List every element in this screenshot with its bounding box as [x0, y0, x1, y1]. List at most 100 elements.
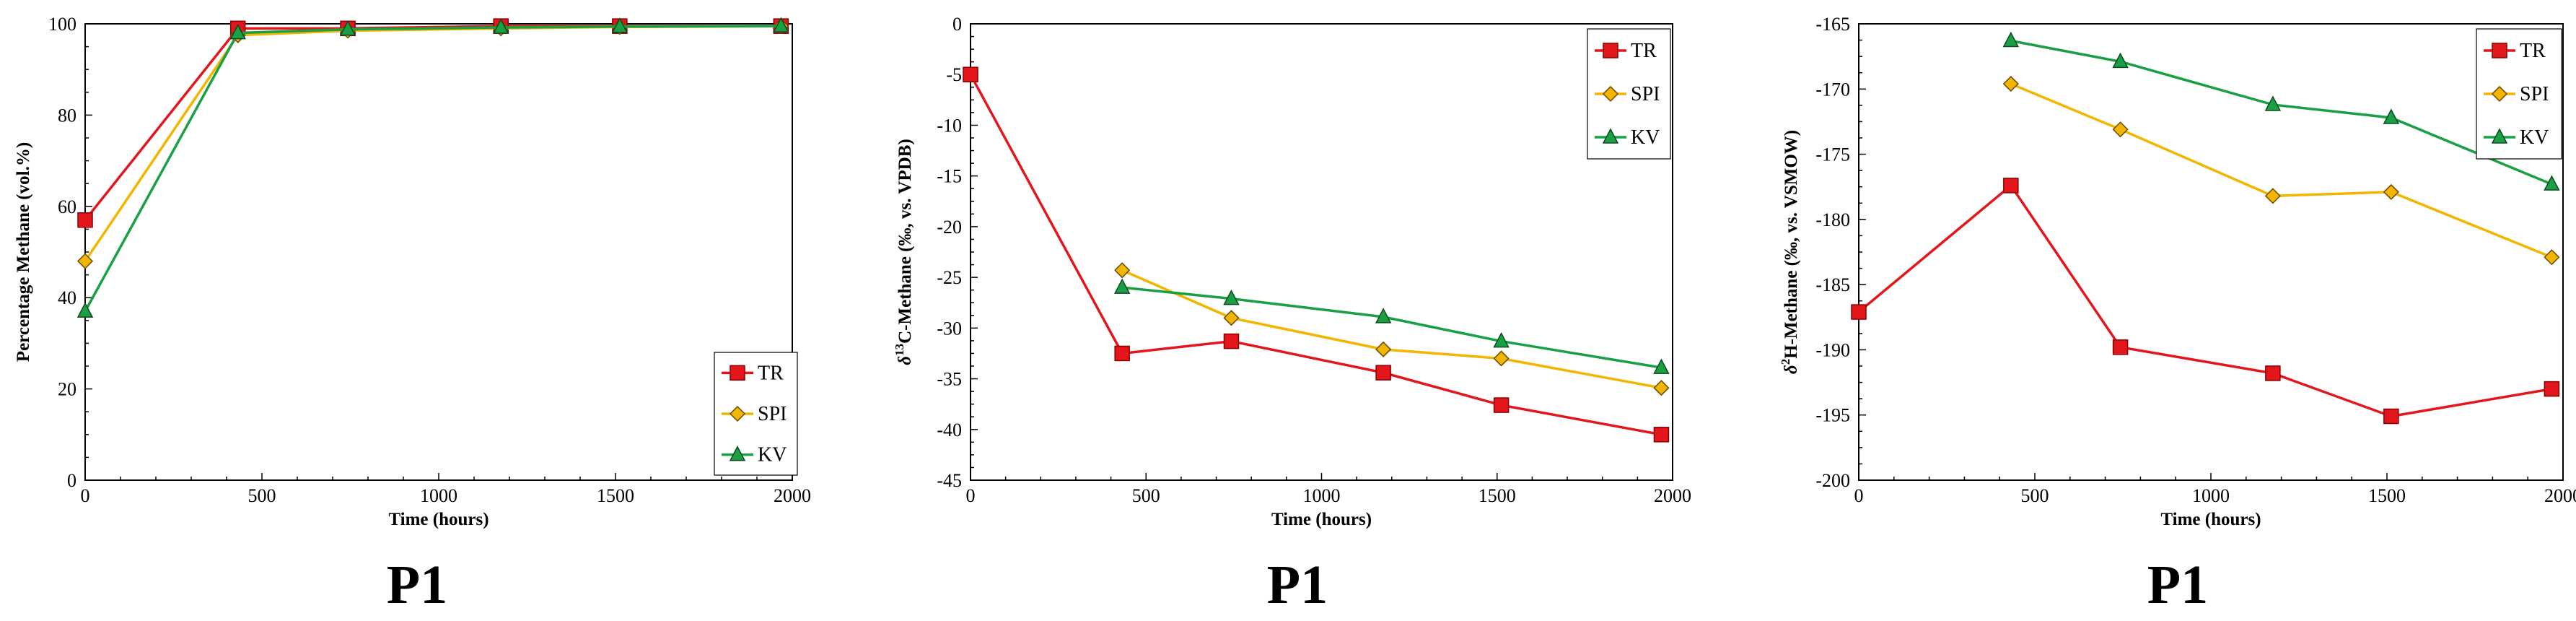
- x-tick-label: 500: [248, 485, 276, 506]
- data-point-tr: [963, 66, 978, 82]
- x-tick-label: 1000: [420, 485, 457, 506]
- legend-label-kv: KV: [1631, 126, 1660, 149]
- legend-label-kv: KV: [2520, 126, 2549, 149]
- data-point-spi: [1375, 341, 1392, 357]
- legend-marker-spi: [729, 405, 746, 422]
- chart-1: 0 500 1000 1500 2000 0 20 40 60 80 100 Time (hours)…: [14, 14, 811, 615]
- plot-frame: [84, 23, 793, 481]
- legend-marker-spi: [2491, 85, 2508, 103]
- x-tick-label: 0: [1854, 485, 1864, 506]
- data-point-kv: [1375, 308, 1392, 323]
- data-point-kv: [1223, 289, 1240, 305]
- series-line-kv: [2010, 39, 2553, 186]
- data-point-tr: [2265, 365, 2281, 381]
- data-point-tr: [1653, 427, 1670, 443]
- y-tick-label: 20: [58, 379, 76, 400]
- data-point-spi: [2112, 121, 2129, 138]
- y-tick-label: -190: [1815, 339, 1850, 360]
- data-point-kv: [76, 302, 94, 318]
- y-axis-label: Percentage Methane (vol.%): [14, 142, 33, 362]
- legend-marker-tr: [730, 365, 745, 381]
- legend-label-spi: SPI: [2520, 83, 2549, 105]
- chart-3: 0 500 1000 1500 2000 -165 -170 -175 -180 -185 -190…: [1779, 14, 2576, 615]
- x-axis-label: Time (hours): [388, 510, 489, 529]
- data-point-spi: [1114, 262, 1131, 279]
- chart-title: P1: [387, 555, 447, 615]
- y-tick-label: 100: [48, 14, 76, 35]
- x-tick-label: 500: [2021, 485, 2049, 506]
- legend-label-tr: TR: [1631, 40, 1657, 62]
- legend-marker-kv: [1602, 128, 1619, 144]
- y-tick-label: -25: [937, 267, 962, 288]
- y-tick-label: 80: [58, 105, 76, 126]
- legend: TR SPI KV: [2476, 28, 2562, 160]
- y-tick-label: -15: [937, 166, 962, 187]
- x-tick-label: 1500: [2368, 485, 2406, 506]
- legend-label-spi: SPI: [758, 403, 787, 425]
- data-point-spi: [2544, 249, 2560, 266]
- legend-marker-spi: [1602, 85, 1619, 103]
- data-point-kv: [339, 19, 356, 36]
- data-point-kv: [1493, 331, 1510, 348]
- data-point-kv: [1653, 358, 1670, 374]
- data-point-spi: [2264, 188, 2281, 204]
- data-point-spi: [1493, 350, 1510, 367]
- series-tr: [963, 66, 1670, 443]
- series-tr: [1851, 178, 2560, 425]
- series-line-kv: [1121, 286, 1662, 369]
- y-label-superscript: 2: [1779, 359, 1792, 365]
- x-tick-label: 0: [966, 485, 976, 506]
- series-line-spi: [2010, 82, 2553, 259]
- series-kv: [1113, 278, 1670, 374]
- data-point-kv: [2002, 31, 2020, 48]
- data-point-spi: [76, 253, 94, 269]
- data-point-tr: [2112, 339, 2129, 355]
- data-point-kv: [2264, 95, 2282, 111]
- y-tick-label: -170: [1815, 79, 1850, 100]
- data-point-tr: [2003, 178, 2019, 194]
- chart-title: P1: [1267, 555, 1328, 615]
- series-kv: [2002, 31, 2560, 191]
- series-tr: [77, 18, 789, 228]
- series-line-spi: [84, 25, 781, 262]
- y-tick-label: -30: [937, 318, 962, 339]
- legend: TR SPI KV: [714, 352, 798, 476]
- legend: TR SPI KV: [1587, 28, 1671, 160]
- legend-label-spi: SPI: [1631, 83, 1660, 105]
- y-tick-label: -35: [937, 369, 962, 390]
- data-point-spi: [2002, 76, 2019, 92]
- data-point-kv: [1113, 278, 1131, 294]
- x-tick-label: 1500: [597, 485, 634, 506]
- data-point-tr: [1223, 333, 1240, 349]
- data-point-tr: [1375, 365, 1391, 381]
- series-line-tr: [969, 74, 1662, 436]
- y-axis-label: δ2H-Methane (‰, vs. VSMOW): [1779, 130, 1801, 374]
- legend-label-tr: TR: [758, 362, 784, 384]
- legend-marker-kv: [729, 446, 746, 461]
- x-axis-label: Time (hours): [2160, 510, 2261, 529]
- data-point-tr: [2544, 381, 2560, 397]
- x-tick-label: 1000: [1303, 485, 1341, 506]
- y-tick-label: -10: [937, 115, 962, 136]
- y-tick-label: -180: [1815, 209, 1850, 230]
- y-label-rest: C-Methane (‰, vs. VPDB): [895, 139, 915, 344]
- legend-marker-tr: [2492, 43, 2507, 58]
- y-tick-label: -165: [1815, 14, 1850, 35]
- legend-label-tr: TR: [2520, 40, 2546, 62]
- series-spi: [76, 18, 789, 269]
- series-line-kv: [84, 25, 781, 313]
- data-point-spi: [1653, 380, 1670, 396]
- data-point-kv: [773, 17, 789, 32]
- series-kv: [76, 17, 789, 318]
- y-tick-label: 60: [58, 196, 76, 217]
- x-tick-label: 0: [81, 485, 90, 506]
- series-line-tr: [1857, 183, 2552, 418]
- plot-frame: [1858, 23, 2564, 481]
- y-tick-label: -5: [946, 64, 962, 85]
- x-tick-label: 2000: [2544, 485, 2576, 506]
- y-tick-label: -185: [1815, 274, 1850, 295]
- x-tick-label: 2000: [1654, 485, 1691, 506]
- y-tick-label: 0: [952, 14, 962, 35]
- chart-title: P1: [2147, 555, 2208, 615]
